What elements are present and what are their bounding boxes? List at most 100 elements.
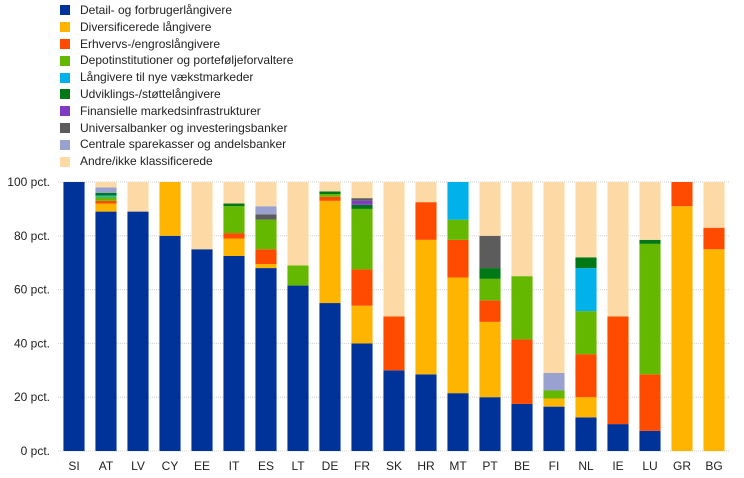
bar-segment <box>639 430 661 451</box>
bar-segment <box>351 200 373 205</box>
bar-segment <box>223 206 245 234</box>
bar-segment <box>63 182 85 451</box>
bar-segment <box>351 269 373 306</box>
x-tick-label: DE <box>322 459 339 473</box>
bar-segment <box>479 278 501 301</box>
legend-label: Udviklings-/støttelångivere <box>80 86 221 101</box>
legend-label: Universalbanker og investeringsbanker <box>80 120 288 135</box>
legend-swatch <box>60 156 70 167</box>
bar-segment <box>255 182 277 207</box>
bar-segment <box>607 316 629 425</box>
legend-item: Diversificerede långivere <box>60 19 293 36</box>
bar-segment <box>479 321 501 398</box>
y-tick-label: 20 pct. <box>14 390 50 404</box>
x-tick-label: ES <box>258 459 274 473</box>
y-tick-label: 100 pct. <box>7 175 50 189</box>
legend-item: Andre/ikke klassificerede <box>60 153 293 170</box>
bar-segment <box>255 219 277 250</box>
bar-segment <box>543 390 565 399</box>
bar-segment <box>159 235 181 451</box>
x-tick-label: IT <box>229 459 240 473</box>
bar-segment <box>383 316 405 371</box>
bar-segment <box>95 195 117 197</box>
bar-segment <box>351 182 373 199</box>
y-tick-label: 40 pct. <box>14 336 50 350</box>
bar-segment <box>511 182 533 277</box>
bar-segment <box>447 182 469 220</box>
bar-segment <box>671 182 693 207</box>
legend-swatch <box>60 139 70 150</box>
bar-segment <box>703 227 725 250</box>
x-tick-label: LV <box>131 459 145 473</box>
x-tick-label: BE <box>514 459 530 473</box>
legend-swatch <box>60 89 70 100</box>
bar-segment <box>95 187 117 193</box>
x-tick-label: IE <box>612 459 623 473</box>
x-tick-label: EE <box>194 459 210 473</box>
x-tick-label: HR <box>417 459 435 473</box>
legend-swatch <box>60 38 70 49</box>
bar-segment <box>223 255 245 451</box>
legend-item: Udviklings-/støttelångivere <box>60 86 293 103</box>
bar-segment <box>639 239 661 244</box>
legend-item: Centrale sparekasser og andelsbanker <box>60 136 293 153</box>
bar-segment <box>191 182 213 250</box>
y-tick-label: 0 pct. <box>21 444 50 458</box>
legend-item: Erhvervs-/engroslångivere <box>60 36 293 53</box>
bar-segment <box>127 182 149 212</box>
legend-label: Långivere til nye vækstmarkeder <box>80 70 254 85</box>
bar-segment <box>287 285 309 451</box>
bar-segment <box>575 182 597 258</box>
bar-segment <box>575 397 597 418</box>
bar-segment <box>223 238 245 256</box>
x-tick-label: NL <box>578 459 594 473</box>
legend-item: Detail- og forbrugerlångivere <box>60 2 293 19</box>
legend-swatch <box>60 122 70 133</box>
bar-segment <box>575 268 597 312</box>
bar-segment <box>255 268 277 451</box>
bar-segment <box>351 343 373 451</box>
bar-segment <box>447 393 469 451</box>
bar-segment <box>479 300 501 322</box>
legend-label: Detail- og forbrugerlångivere <box>80 3 233 17</box>
bar-segment <box>479 182 501 236</box>
bar-segment <box>127 211 149 451</box>
legend-item: Långivere til nye vækstmarkeder <box>60 69 293 86</box>
bar-segment <box>415 202 437 240</box>
bar-segment <box>95 203 117 212</box>
bar-segment <box>255 214 277 220</box>
bar-segment <box>639 182 661 240</box>
bar-segment <box>351 204 373 209</box>
bar-segment <box>255 249 277 265</box>
bar-segment <box>319 191 341 195</box>
x-tick-label: CY <box>162 459 179 473</box>
bar-segment <box>415 374 437 451</box>
x-tick-label: LU <box>642 459 657 473</box>
bar-segment <box>639 243 661 375</box>
x-tick-label: FR <box>354 459 370 473</box>
x-tick-label: BG <box>705 459 722 473</box>
legend-label: Depotinstitutioner og porteføljeforvalte… <box>80 53 294 68</box>
legend-swatch <box>60 55 70 66</box>
bar-segment <box>351 305 373 344</box>
legend-swatch <box>60 106 70 117</box>
bar-segment <box>383 370 405 451</box>
bars <box>63 182 725 452</box>
bar-segment <box>287 265 309 286</box>
bar-segment <box>543 398 565 407</box>
y-axis-ticks: 0 pct. 20 pct. 40 pct. 60 pct. 80 pct. 100 pc… <box>7 175 50 458</box>
bar-segment <box>639 374 661 431</box>
x-tick-label: AT <box>99 459 114 473</box>
bar-segment <box>511 403 533 451</box>
x-tick-label: SK <box>386 459 402 473</box>
legend-item: Depotinstitutioner og porteføljeforvalte… <box>60 52 293 69</box>
bar-segment <box>575 354 597 398</box>
bar-segment <box>479 235 501 269</box>
bar-segment <box>543 372 565 391</box>
bar-segment <box>223 233 245 239</box>
bar-segment <box>607 424 629 451</box>
legend-swatch <box>60 72 70 83</box>
bar-segment <box>351 208 373 270</box>
bar-segment <box>511 339 533 404</box>
bar-segment <box>95 200 117 204</box>
